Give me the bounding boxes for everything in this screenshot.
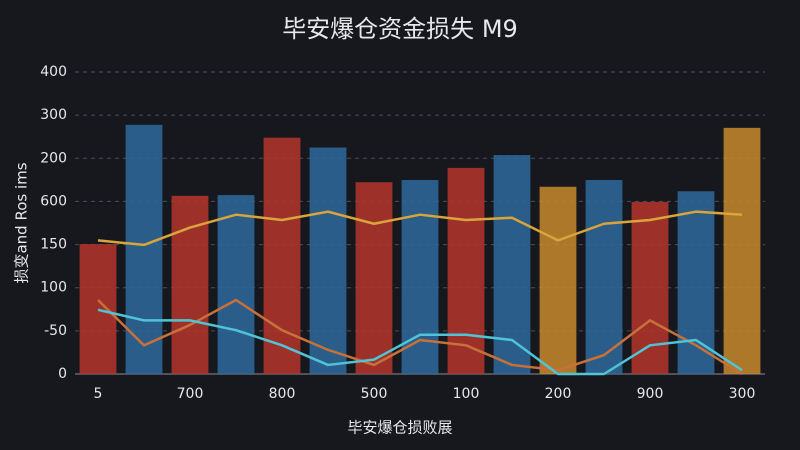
bar — [125, 124, 163, 374]
bar — [585, 179, 623, 374]
bar — [447, 167, 485, 374]
x-tick-label: 300 — [729, 386, 756, 402]
x-tick-label: 700 — [177, 386, 204, 402]
bar — [401, 179, 439, 374]
x-tick-label: 800 — [269, 386, 296, 402]
line — [97, 308, 743, 376]
y-tick-label: 200 — [40, 150, 67, 166]
y-tick-label: 600 — [40, 193, 67, 209]
chart-title: 毕安爆仓资金损失 M9 — [282, 15, 518, 43]
y-tick-label: -50 — [44, 323, 67, 339]
y-tick-label: 300 — [40, 107, 67, 123]
bar — [355, 182, 393, 374]
y-tick-label: 150 — [40, 237, 67, 253]
bar — [309, 147, 347, 374]
x-tick-label: 900 — [637, 386, 664, 402]
bar — [677, 191, 715, 374]
bar — [171, 195, 209, 374]
line — [97, 210, 743, 247]
y-tick-label: 400 — [40, 64, 67, 80]
y-tick-label: 100 — [40, 280, 67, 296]
bar — [217, 195, 255, 374]
bar — [723, 127, 761, 375]
x-tick-label: 100 — [453, 386, 480, 402]
bar — [631, 201, 669, 374]
bar — [539, 186, 577, 374]
line — [97, 298, 743, 376]
x-tick-label: 200 — [545, 386, 572, 402]
bar — [79, 244, 117, 374]
y-axis-label: 损变and Ros ims — [13, 162, 31, 283]
x-tick-label: 5 — [94, 386, 103, 402]
x-tick-label: 500 — [361, 386, 388, 402]
y-tick-label: 0 — [58, 366, 67, 382]
x-axis-label: 毕安爆仓损败展 — [347, 419, 452, 437]
bar — [263, 137, 301, 374]
